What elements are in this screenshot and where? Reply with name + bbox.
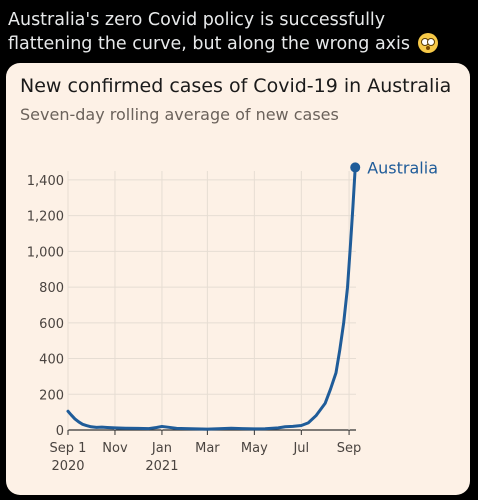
chart-card[interactable]: New confirmed cases of Covid-19 in Austr… <box>6 63 470 495</box>
flushed-face-icon <box>417 33 438 53</box>
x-tick-label-year: 2020 <box>51 459 84 474</box>
x-tick-label: Sep <box>337 441 362 456</box>
x-tick-label: Sep 1 <box>50 441 87 456</box>
x-tick-label: May <box>241 441 268 456</box>
series-line-australia <box>66 165 357 431</box>
x-tick-label: Mar <box>195 441 220 456</box>
series-label-australia: Australia <box>367 158 438 177</box>
x-tick-label-year: 2021 <box>145 459 178 474</box>
y-tick-label: 1,000 <box>27 245 64 260</box>
chart-title: New confirmed cases of Covid-19 in Austr… <box>20 75 452 97</box>
y-tick-label: 1,200 <box>27 210 64 225</box>
line-chart: 0 200 400 600 800 1,000 1,200 1,400 Sep 1 2020 Nov… <box>27 158 438 474</box>
tweet-body: Australia's zero Covid policy is success… <box>8 10 411 54</box>
y-tick-label: 1,400 <box>27 174 64 189</box>
tweet-text: Australia's zero Covid policy is success… <box>8 8 470 56</box>
y-tick-label: 400 <box>39 353 64 368</box>
y-tick-label: 600 <box>39 317 64 332</box>
y-tick-label: 800 <box>39 281 64 296</box>
x-tick-label: Jul <box>292 441 309 456</box>
y-tick-label: 200 <box>39 388 64 403</box>
x-tick-label: Jan <box>151 441 172 456</box>
y-tick-label: 0 <box>56 424 64 439</box>
series-endpoint-marker <box>350 162 361 173</box>
chart-subtitle: Seven-day rolling average of new cases <box>20 105 339 124</box>
x-tick-label: Nov <box>102 441 128 456</box>
